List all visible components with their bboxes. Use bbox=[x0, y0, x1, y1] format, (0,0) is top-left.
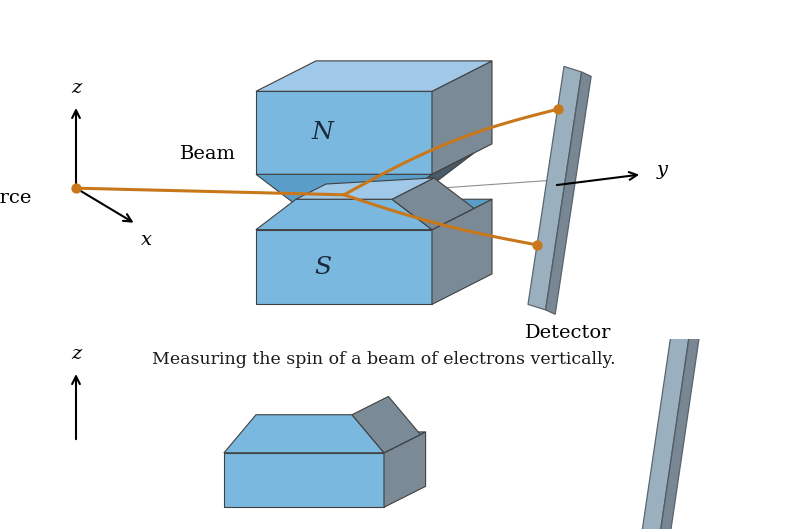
Text: Beam: Beam bbox=[180, 145, 236, 163]
Polygon shape bbox=[256, 199, 432, 230]
Polygon shape bbox=[546, 72, 591, 314]
Polygon shape bbox=[432, 199, 492, 304]
Polygon shape bbox=[224, 415, 384, 453]
Text: Source: Source bbox=[0, 189, 32, 207]
Text: z: z bbox=[71, 79, 81, 97]
Point bbox=[530, 241, 543, 249]
Polygon shape bbox=[256, 92, 432, 175]
Polygon shape bbox=[384, 432, 426, 507]
Polygon shape bbox=[256, 230, 432, 304]
Polygon shape bbox=[256, 199, 492, 230]
Polygon shape bbox=[658, 306, 703, 529]
Text: y: y bbox=[656, 161, 667, 179]
Text: S: S bbox=[314, 256, 331, 279]
Text: z: z bbox=[71, 345, 81, 363]
Polygon shape bbox=[224, 432, 426, 453]
Polygon shape bbox=[640, 300, 694, 529]
Polygon shape bbox=[352, 396, 421, 453]
Text: Detector: Detector bbox=[525, 324, 611, 342]
Polygon shape bbox=[224, 453, 384, 507]
Polygon shape bbox=[296, 189, 422, 205]
Point bbox=[70, 184, 82, 193]
Polygon shape bbox=[432, 61, 492, 175]
Text: x: x bbox=[141, 231, 152, 249]
Polygon shape bbox=[256, 61, 492, 92]
Polygon shape bbox=[392, 153, 474, 205]
Polygon shape bbox=[528, 67, 582, 310]
Text: Measuring the spin of a beam of electrons vertically.: Measuring the spin of a beam of electron… bbox=[152, 351, 616, 368]
Polygon shape bbox=[296, 178, 434, 199]
Polygon shape bbox=[392, 178, 474, 230]
Text: N: N bbox=[312, 121, 334, 144]
Polygon shape bbox=[256, 175, 432, 205]
Point bbox=[551, 105, 564, 114]
